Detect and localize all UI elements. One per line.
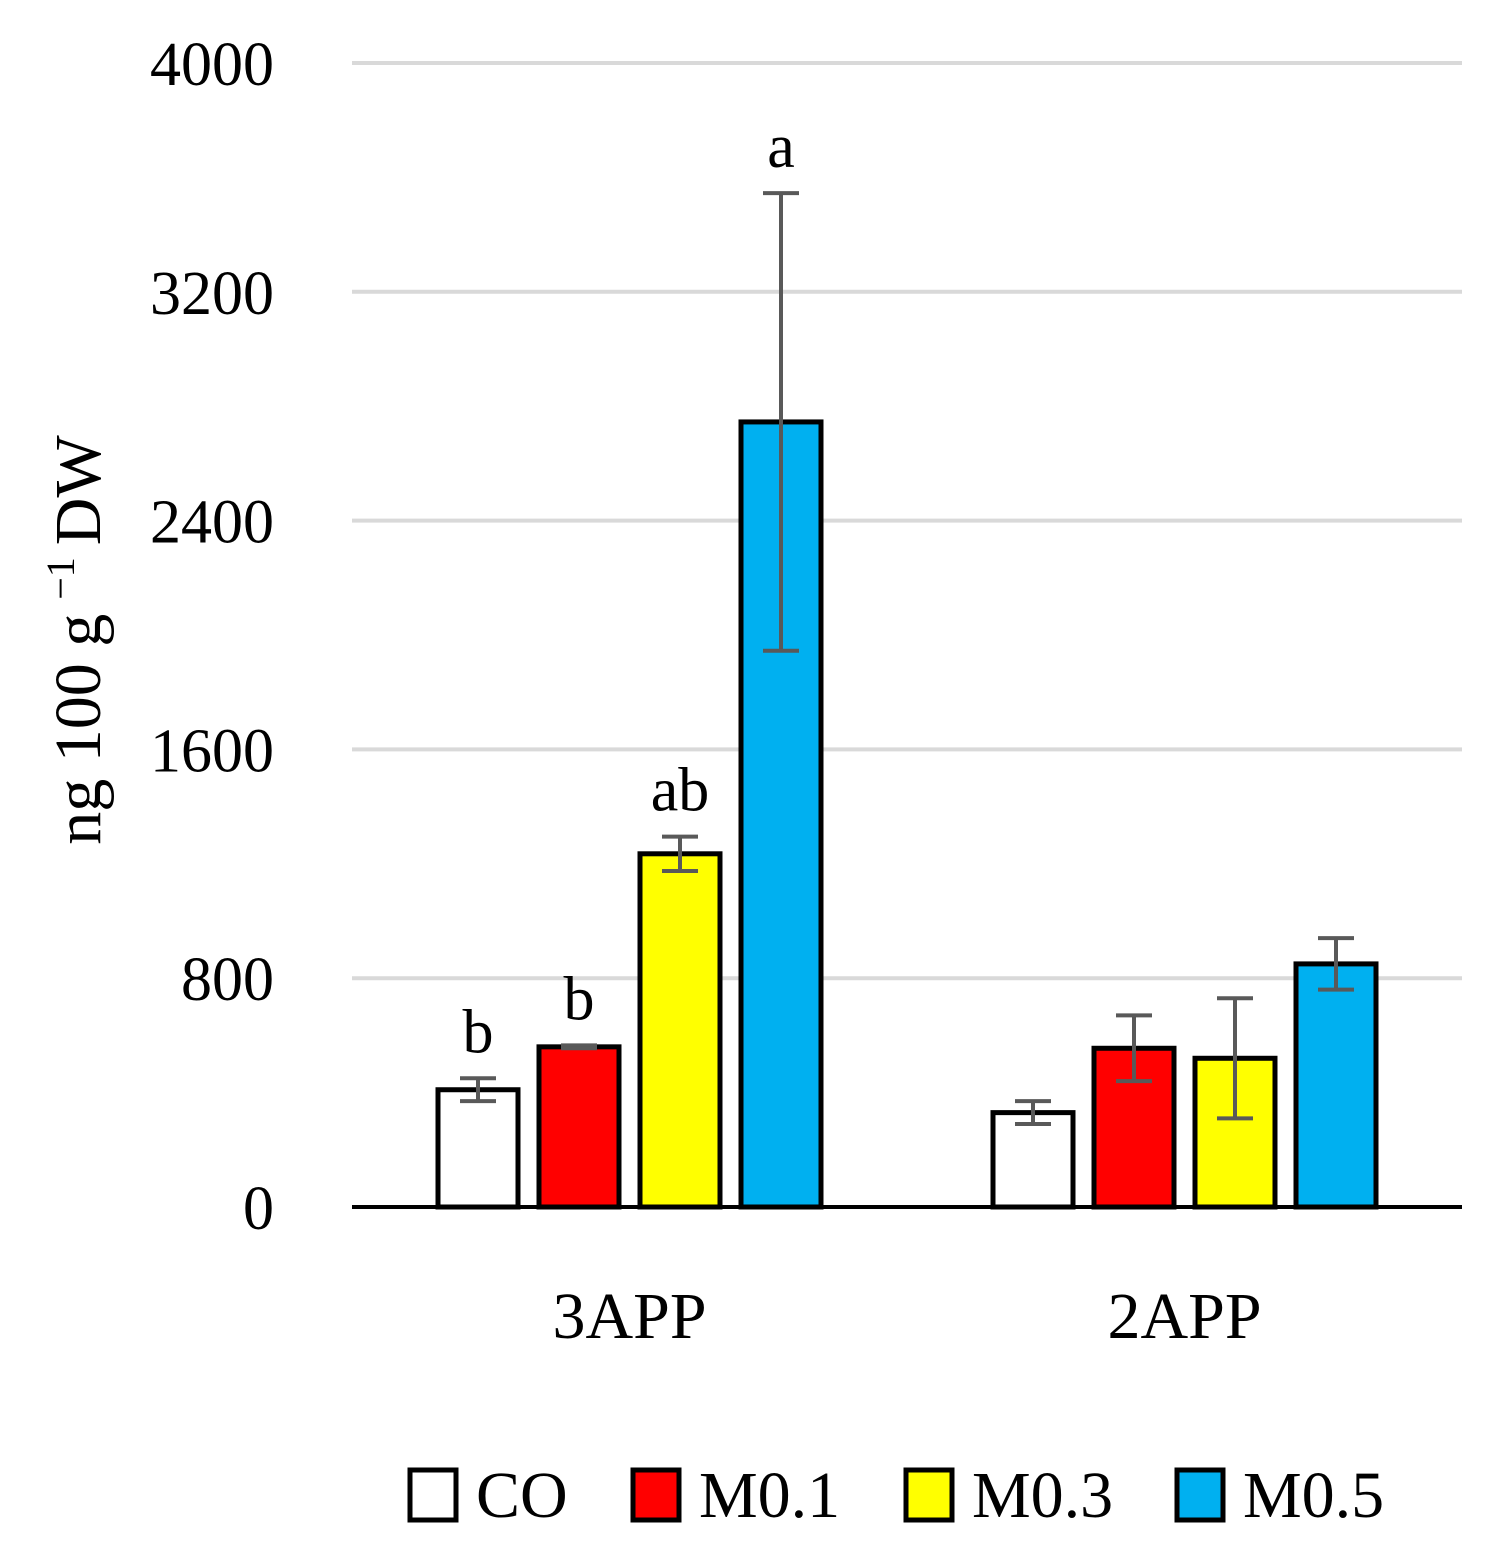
- y-tick-label: 0: [243, 1175, 274, 1243]
- bars: [435, 419, 1379, 1210]
- error-bar: [662, 834, 698, 873]
- legend: CO M0.1 M0.3 M0.5: [407, 1459, 1384, 1532]
- bar-m03-3app: [637, 851, 723, 1210]
- significance-label: ab: [651, 757, 710, 825]
- legend-label: M0.5: [1243, 1459, 1384, 1532]
- error-bar: [460, 1076, 496, 1104]
- legend-item: M0.1: [630, 1459, 840, 1532]
- y-axis-label: ng 100 g −1 DW: [38, 435, 115, 845]
- category-label: 2APP: [1107, 1280, 1261, 1353]
- legend-label: M0.1: [699, 1459, 840, 1532]
- y-tick-label: 1600: [150, 717, 274, 785]
- bar-m05-2app: [1293, 961, 1379, 1210]
- significance-labels: b b ab a: [463, 113, 795, 1066]
- bar-m01-3app: [536, 1044, 622, 1210]
- error-bar: [1318, 936, 1354, 992]
- error-bar: [561, 1043, 597, 1051]
- gridlines: [352, 61, 1462, 981]
- significance-label: b: [564, 965, 595, 1033]
- legend-item: M0.3: [903, 1459, 1113, 1532]
- legend-swatch: [407, 1467, 459, 1523]
- legend-label: CO: [476, 1459, 568, 1532]
- legend-item: CO: [407, 1459, 568, 1532]
- y-tick-label: 2400: [150, 489, 274, 557]
- error-bar: [763, 191, 799, 653]
- legend-swatch: [1174, 1467, 1226, 1523]
- category-label: 3APP: [552, 1280, 706, 1353]
- category-labels: 3APP 2APP: [552, 1280, 1261, 1353]
- error-bar: [1015, 1099, 1051, 1127]
- bar-co-2app: [990, 1110, 1076, 1210]
- significance-label: b: [463, 998, 494, 1066]
- y-tick-label: 800: [181, 946, 274, 1014]
- y-axis-label-superscript: −1: [38, 557, 83, 600]
- error-bar: [1217, 996, 1253, 1121]
- y-tick-label: 3200: [150, 260, 274, 328]
- legend-swatch: [903, 1467, 955, 1523]
- y-axis-label-main: ng 100 g: [42, 614, 115, 845]
- y-tick-label: 4000: [150, 31, 274, 99]
- bar-co-3app: [435, 1087, 521, 1210]
- error-bar: [1116, 1013, 1152, 1084]
- y-axis-ticks: 0 800 1600 2400 3200 4000: [150, 31, 274, 1243]
- significance-label: a: [767, 113, 795, 181]
- legend-label: M0.3: [972, 1459, 1113, 1532]
- legend-swatch: [630, 1467, 682, 1523]
- y-axis-label-suffix: DW: [42, 435, 115, 546]
- error-bars: [460, 191, 1354, 1127]
- legend-item: M0.5: [1174, 1459, 1384, 1532]
